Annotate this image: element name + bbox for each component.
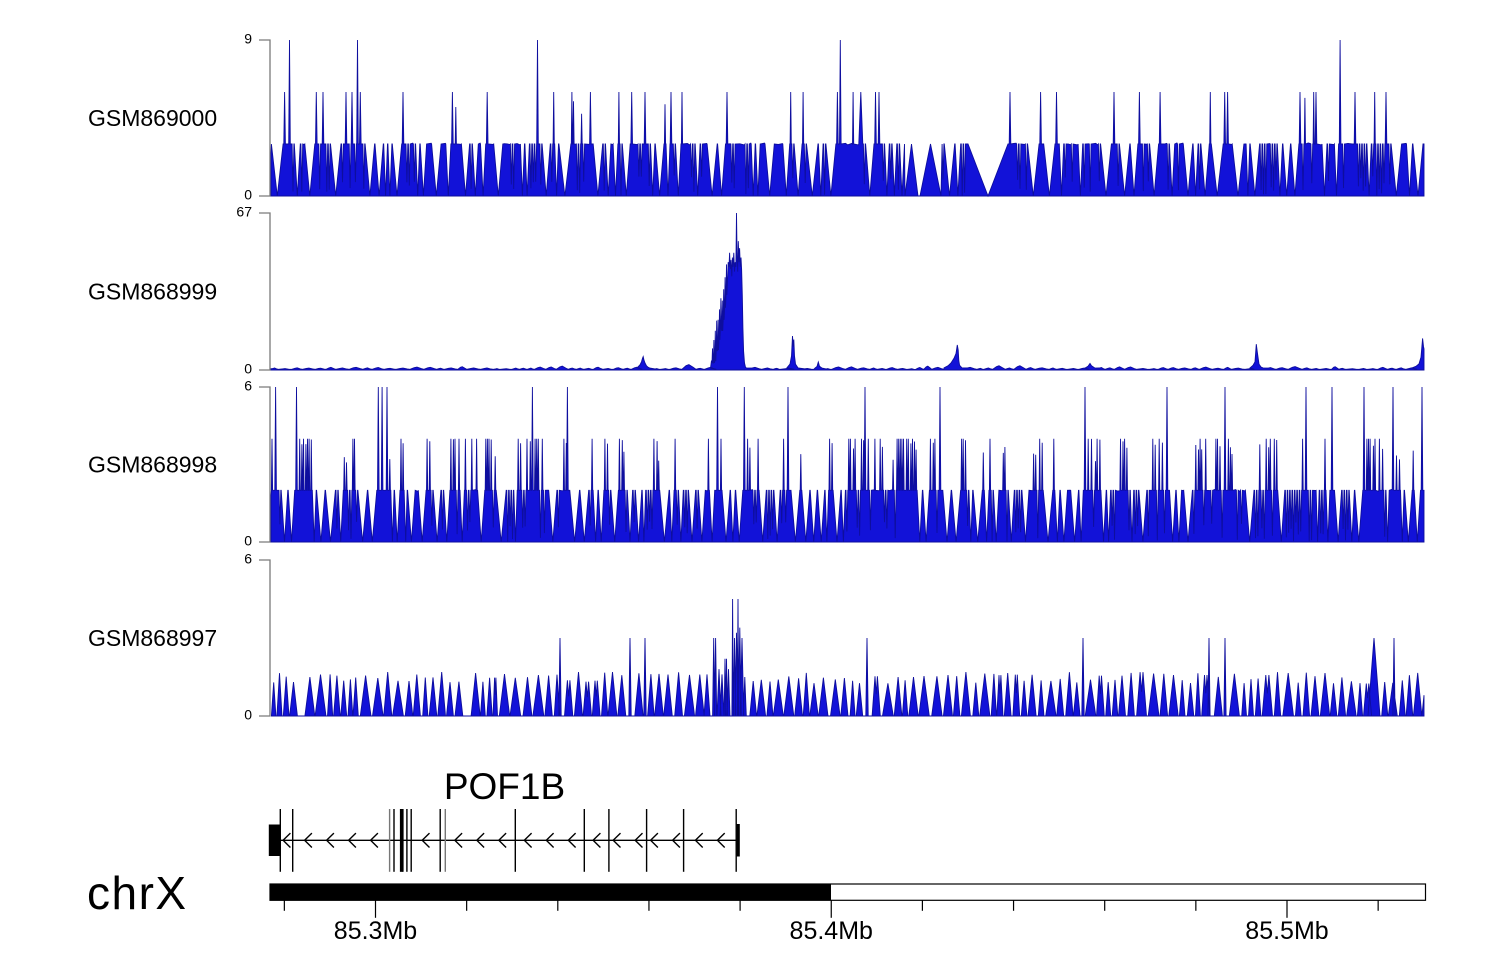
svg-text:GSM868998: GSM868998 [88,452,217,478]
svg-text:0: 0 [244,187,252,203]
svg-text:85.4Mb: 85.4Mb [790,917,873,945]
svg-text:0: 0 [244,533,252,549]
svg-text:9: 9 [244,31,252,47]
svg-text:chrX: chrX [87,867,188,919]
svg-text:GSM868999: GSM868999 [88,279,217,305]
svg-text:85.5Mb: 85.5Mb [1245,917,1328,945]
svg-text:0: 0 [244,707,252,723]
svg-text:GSM868997: GSM868997 [88,625,217,651]
svg-text:85.3Mb: 85.3Mb [334,917,417,945]
svg-text:6: 6 [244,378,252,394]
svg-text:GSM869000: GSM869000 [88,105,217,131]
svg-text:6: 6 [244,551,252,567]
svg-text:67: 67 [236,204,252,220]
svg-text:0: 0 [244,361,252,377]
svg-text:POF1B: POF1B [444,766,565,807]
